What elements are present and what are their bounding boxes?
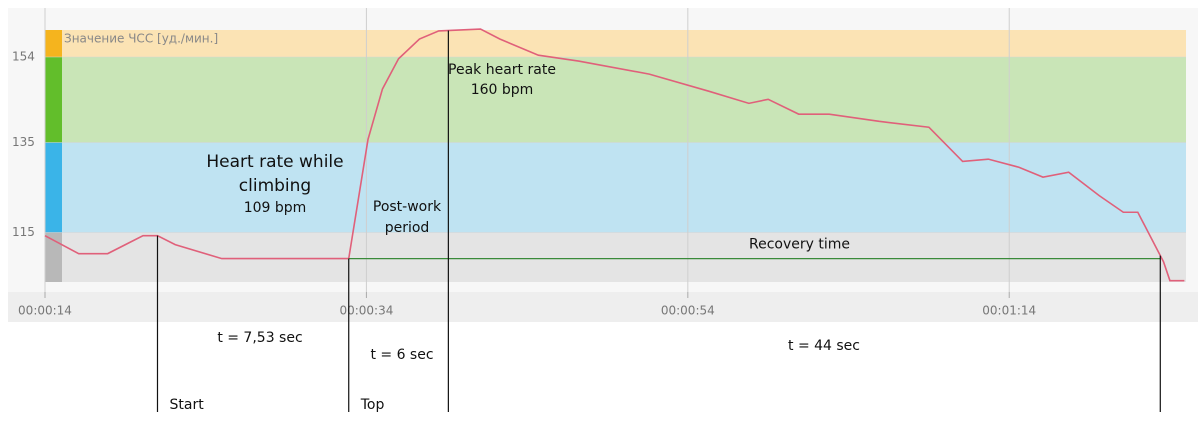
recovery-label: Recovery time [749,237,850,253]
annotation: 160 bpm [471,82,534,98]
marker-label: Top [360,397,385,413]
zone-bar [45,232,62,282]
axis-strip [8,292,1198,322]
zone [45,232,1186,282]
zone [45,30,1186,57]
y-tick-label: 154 [12,50,35,64]
x-tick-label: 00:00:14 [18,304,72,318]
x-tick-label: 00:01:14 [982,304,1036,318]
annotation: Peak heart rate [448,62,556,78]
line [44,28,1185,282]
plot: Recovery time Start Top [44,28,1185,413]
annotation: period [385,220,430,236]
zone-bar [45,57,62,143]
annotation: Heart rate while [206,152,343,172]
duration-label: t = 6 sec [370,347,433,363]
duration-label: t = 44 sec [788,338,860,354]
x-tick-label: 00:00:34 [339,304,393,318]
legend-label: Значение ЧСС [уд./мин.] [64,32,218,46]
zone [45,142,1186,233]
marker-label: Start [169,397,204,413]
annotation: Post-work [373,199,442,215]
zone [45,57,1186,143]
duration-label: t = 7,53 sec [217,330,302,346]
zones [45,30,1186,282]
grid: 115 135 154 00:00:14 00:00:34 00:00:54 00:01:1… [12,8,1186,318]
zone-bar [45,30,62,57]
annotation: climbing [239,176,311,196]
annotation: 109 bpm [244,200,307,216]
x-tick-label: 00:00:54 [661,304,715,318]
y-tick-label: 135 [12,135,35,149]
zone-bar [45,142,62,233]
y-tick-label: 115 [12,225,35,239]
